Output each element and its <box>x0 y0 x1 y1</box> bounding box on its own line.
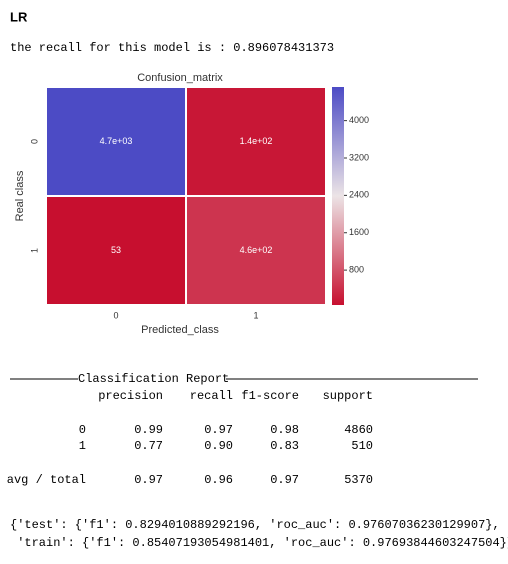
colorbar-tick-label: 2400 <box>349 190 369 200</box>
report-cell: 0.99 <box>134 423 163 437</box>
report-cell: 5370 <box>344 473 373 487</box>
report-row-label: avg / total <box>7 473 86 487</box>
report-cell: 0.98 <box>270 423 299 437</box>
report-cell: 0.90 <box>204 439 233 453</box>
colorbar-tick-label: 4000 <box>349 115 369 125</box>
cell-label: 53 <box>111 245 121 255</box>
y-tick-label: 0 <box>29 139 39 144</box>
scores-line: {'test': {'f1': 0.8294010889292196, 'roc… <box>10 518 500 532</box>
chart-title: Confusion_matrix <box>137 72 223 84</box>
y-tick-label: 1 <box>29 248 39 253</box>
cell-label: 4.6e+02 <box>240 245 273 255</box>
report-title: Classification Report <box>78 372 229 386</box>
x-tick-label: 1 <box>253 310 258 320</box>
colorbar-tick-label: 1600 <box>349 227 369 237</box>
report-cell: 0.97 <box>270 473 299 487</box>
recall-text: the recall for this model is : 0.8960784… <box>10 41 334 55</box>
report-column: recall <box>190 389 233 403</box>
report-cell: 0.97 <box>204 423 233 437</box>
scores-line: 'train': {'f1': 0.85407193054981401, 'ro… <box>10 536 508 550</box>
heatmap-cell <box>185 195 327 306</box>
report-column: f1-score <box>241 389 299 403</box>
output-title: LR <box>10 9 28 24</box>
report-column: precision <box>98 389 163 403</box>
report-cell: 510 <box>351 439 373 453</box>
report-cell: 0.96 <box>204 473 233 487</box>
colorbar-tick-label: 800 <box>349 264 364 274</box>
heatmap-cell <box>45 86 187 197</box>
report-row-label: 0 <box>79 423 86 437</box>
cell-label: 1.4e+02 <box>240 136 273 146</box>
heatmap-cell <box>185 86 327 197</box>
colorbar <box>332 87 344 305</box>
report-cell: 4860 <box>344 423 373 437</box>
x-tick-label: 0 <box>113 310 118 320</box>
report-cell: 0.97 <box>134 473 163 487</box>
heatmap-cell <box>45 195 187 306</box>
x-axis-label: Predicted_class <box>141 324 219 336</box>
colorbar-tick-label: 3200 <box>349 152 369 162</box>
report-cell: 0.77 <box>134 439 163 453</box>
report-cell: 0.83 <box>270 439 299 453</box>
cell-label: 4.7e+03 <box>100 136 133 146</box>
report-column: support <box>323 389 373 403</box>
report-row-label: 1 <box>79 439 86 453</box>
y-axis-label: Real class <box>14 170 26 221</box>
